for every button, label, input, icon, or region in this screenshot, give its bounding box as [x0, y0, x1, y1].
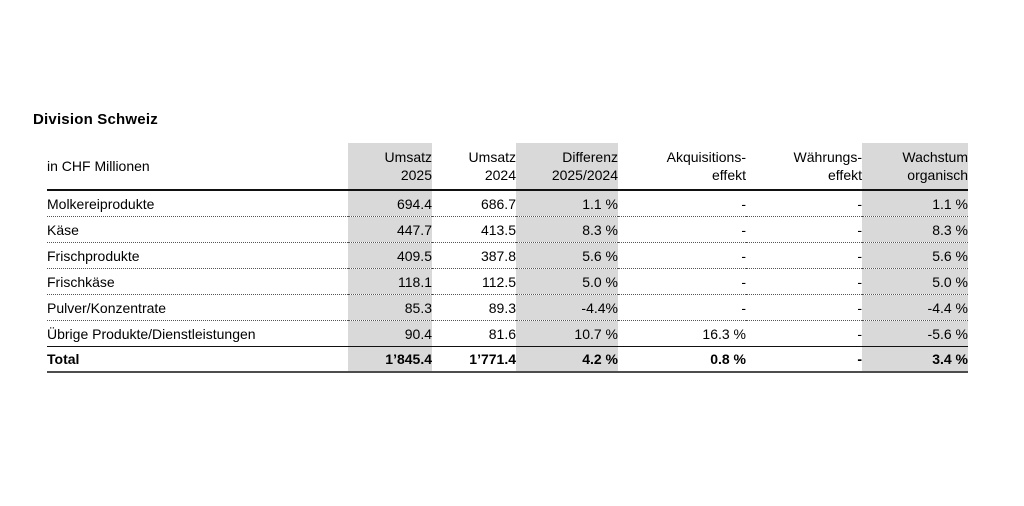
total-umsatz-2024: 1’771.4 — [432, 346, 516, 373]
cell-waehrungseffekt: - — [746, 242, 862, 269]
total-wachstum-organisch: 3.4 % — [862, 346, 968, 373]
cell-umsatz-2025: 409.5 — [348, 242, 432, 269]
cell-umsatz-2025: 90.4 — [348, 320, 432, 347]
cell-differenz: 1.1 % — [516, 190, 618, 217]
cell-differenz: 8.3 % — [516, 216, 618, 243]
table-body: Molkereiprodukte 694.4 686.7 1.1 % - - 1… — [47, 190, 968, 347]
col-header-umsatz-2025: Umsatz 2025 — [348, 143, 432, 191]
col-header-line1: Wachstum — [902, 148, 968, 165]
col-header-wachstum-organisch: Wachstum organisch — [862, 143, 968, 191]
col-header-waehrungseffekt: Währungs- effekt — [746, 143, 862, 191]
cell-akquisitionseffekt: - — [618, 268, 746, 295]
total-umsatz-2025: 1’845.4 — [348, 346, 432, 373]
cell-waehrungseffekt: - — [746, 268, 862, 295]
table-row: Frischkäse 118.1 112.5 5.0 % - - 5.0 % — [47, 268, 968, 295]
page-title: Division Schweiz — [33, 111, 158, 128]
row-label: Übrige Produkte/Dienstleistungen — [47, 320, 348, 347]
row-label: Molkereiprodukte — [47, 190, 348, 217]
col-header-differenz: Differenz 2025/2024 — [516, 143, 618, 191]
table-row: Molkereiprodukte 694.4 686.7 1.1 % - - 1… — [47, 190, 968, 217]
cell-umsatz-2024: 387.8 — [432, 242, 516, 269]
header-row: in CHF Millionen Umsatz 2025 Umsatz 2024… — [47, 143, 968, 191]
col-header-line2: 2025 — [400, 167, 432, 183]
col-header-akquisitionseffekt: Akquisitions- effekt — [618, 143, 746, 191]
cell-wachstum-organisch: 5.6 % — [862, 242, 968, 269]
cell-akquisitionseffekt: - — [618, 190, 746, 217]
cell-umsatz-2024: 413.5 — [432, 216, 516, 243]
cell-wachstum-organisch: -5.6 % — [862, 320, 968, 347]
col-header-line1: Differenz — [562, 148, 618, 165]
col-header-line2: 2024 — [484, 167, 516, 183]
cell-umsatz-2024: 81.6 — [432, 320, 516, 347]
col-header-line1: Akquisitions- — [666, 148, 746, 165]
row-label: Frischprodukte — [47, 242, 348, 269]
cell-akquisitionseffekt: - — [618, 294, 746, 321]
cell-akquisitionseffekt: 16.3 % — [618, 320, 746, 347]
table-row: Frischprodukte 409.5 387.8 5.6 % - - 5.6… — [47, 242, 968, 269]
cell-waehrungseffekt: - — [746, 190, 862, 217]
cell-umsatz-2025: 694.4 — [348, 190, 432, 217]
cell-umsatz-2024: 112.5 — [432, 268, 516, 295]
unit-label: in CHF Millionen — [47, 143, 348, 191]
table-row: Käse 447.7 413.5 8.3 % - - 8.3 % — [47, 216, 968, 243]
row-label: Frischkäse — [47, 268, 348, 295]
col-header-umsatz-2024: Umsatz 2024 — [432, 143, 516, 191]
cell-wachstum-organisch: 8.3 % — [862, 216, 968, 243]
cell-differenz: 10.7 % — [516, 320, 618, 347]
cell-umsatz-2025: 447.7 — [348, 216, 432, 243]
table-footer: Total 1’845.4 1’771.4 4.2 % 0.8 % - 3.4 … — [47, 346, 968, 373]
total-akquisitionseffekt: 0.8 % — [618, 346, 746, 373]
cell-umsatz-2024: 89.3 — [432, 294, 516, 321]
cell-wachstum-organisch: 5.0 % — [862, 268, 968, 295]
row-label: Käse — [47, 216, 348, 243]
col-header-line2: effekt — [712, 167, 746, 183]
cell-differenz: -4.4% — [516, 294, 618, 321]
cell-umsatz-2025: 85.3 — [348, 294, 432, 321]
cell-wachstum-organisch: -4.4 % — [862, 294, 968, 321]
division-schweiz-table: in CHF Millionen Umsatz 2025 Umsatz 2024… — [47, 143, 968, 373]
cell-umsatz-2024: 686.7 — [432, 190, 516, 217]
table-row: Übrige Produkte/Dienstleistungen 90.4 81… — [47, 320, 968, 347]
cell-waehrungseffekt: - — [746, 216, 862, 243]
col-header-line2: 2025/2024 — [551, 167, 618, 183]
cell-akquisitionseffekt: - — [618, 242, 746, 269]
cell-differenz: 5.0 % — [516, 268, 618, 295]
total-differenz: 4.2 % — [516, 346, 618, 373]
col-header-line1: Umsatz — [384, 148, 432, 165]
col-header-line2: effekt — [828, 167, 862, 183]
col-header-line1: Währungs- — [793, 148, 862, 165]
cell-waehrungseffekt: - — [746, 320, 862, 347]
col-header-line1: Umsatz — [468, 148, 516, 165]
cell-wachstum-organisch: 1.1 % — [862, 190, 968, 217]
table-header: in CHF Millionen Umsatz 2025 Umsatz 2024… — [47, 143, 968, 191]
cell-waehrungseffekt: - — [746, 294, 862, 321]
cell-akquisitionseffekt: - — [618, 216, 746, 243]
total-label: Total — [47, 346, 348, 373]
col-header-line2: organisch — [907, 167, 968, 183]
total-waehrungseffekt: - — [746, 346, 862, 373]
cell-differenz: 5.6 % — [516, 242, 618, 269]
table-row: Pulver/Konzentrate 85.3 89.3 -4.4% - - -… — [47, 294, 968, 321]
total-row: Total 1’845.4 1’771.4 4.2 % 0.8 % - 3.4 … — [47, 346, 968, 373]
cell-umsatz-2025: 118.1 — [348, 268, 432, 295]
row-label: Pulver/Konzentrate — [47, 294, 348, 321]
